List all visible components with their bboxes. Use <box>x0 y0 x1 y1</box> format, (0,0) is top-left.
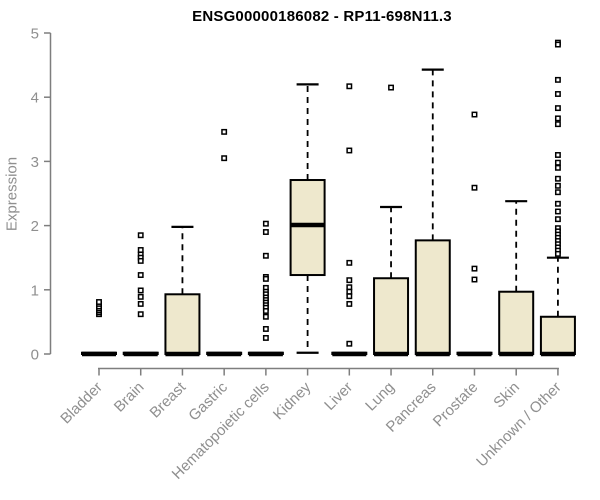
box-hematopoietic-cells <box>247 220 284 357</box>
outlier-point <box>471 276 478 283</box>
x-tick-label: Lung <box>362 379 398 415</box>
x-tick-label: Liver <box>321 379 356 414</box>
box-bladder <box>81 299 117 357</box>
outlier-point <box>137 293 144 300</box>
x-tick-label: Kidney <box>270 378 315 423</box>
outlier-point <box>554 208 561 215</box>
y-tick-label: 5 <box>31 26 39 43</box>
box-gastric <box>206 128 243 357</box>
outlier-point <box>471 184 478 191</box>
outlier-point <box>554 91 561 97</box>
iqr-box <box>539 315 576 356</box>
outlier-point <box>137 300 144 307</box>
outlier-point <box>554 105 561 112</box>
outlier-point <box>346 83 353 90</box>
y-tick-label: 3 <box>31 154 39 171</box>
outlier-point <box>554 182 561 189</box>
outlier-point <box>221 155 228 162</box>
outlier-point <box>554 76 561 83</box>
x-tick-label: Breast <box>147 378 190 421</box>
iqr-box <box>373 277 410 355</box>
y-tick-label: 0 <box>31 347 39 364</box>
outlier-point <box>346 277 353 284</box>
outlier-point <box>346 293 353 300</box>
y-tick-label: 4 <box>31 90 39 107</box>
outlier-point <box>388 84 394 91</box>
chart-title: ENSG00000186082 - RP11-698N11.3 <box>192 8 452 25</box>
outlier-point <box>346 147 353 154</box>
iqr-box <box>498 290 535 356</box>
outlier-point <box>262 326 269 332</box>
outlier-point <box>554 115 561 122</box>
outlier-point <box>346 300 353 307</box>
y-axis: 0 1 2 3 4 5 <box>31 26 52 364</box>
outlier-point <box>221 128 228 135</box>
outlier-point <box>262 335 269 341</box>
outlier-point <box>554 152 561 158</box>
outlier-point <box>346 340 353 347</box>
outlier-point <box>554 175 561 182</box>
x-tick-label: Brain <box>111 379 148 416</box>
outlier-point <box>346 259 353 266</box>
outlier-point <box>137 311 144 318</box>
box-breast <box>164 225 201 357</box>
outlier-point <box>554 250 561 257</box>
box-skin <box>498 200 535 357</box>
outlier-point <box>554 164 561 171</box>
box-prostate <box>456 111 493 357</box>
outlier-point <box>262 229 269 235</box>
outlier-point <box>471 111 478 118</box>
y-axis-title: Expression <box>3 156 21 232</box>
outlier-point <box>262 252 269 259</box>
outlier-point <box>262 308 269 314</box>
outlier-point <box>554 216 561 223</box>
box-lung <box>373 84 410 357</box>
outlier-point <box>346 288 353 295</box>
outlier-point <box>262 275 269 282</box>
iqr-box <box>414 239 451 355</box>
outlier-point <box>346 284 353 291</box>
box-liver <box>331 83 368 357</box>
outlier-point <box>554 189 561 196</box>
outlier-point <box>137 257 144 264</box>
x-tick-label: Bladder <box>57 379 106 428</box>
outlier-point <box>262 313 269 320</box>
outlier-point <box>471 265 478 272</box>
outlier-point <box>554 200 561 207</box>
box-brain <box>122 232 159 357</box>
outlier-point <box>137 287 144 294</box>
outlier-point <box>554 159 561 166</box>
box-kidney <box>289 83 326 354</box>
outlier-point <box>137 272 144 278</box>
outlier-point <box>96 299 102 305</box>
iqr-box <box>164 293 201 356</box>
box-pancreas <box>414 68 451 357</box>
x-tick-label: Prostate <box>430 379 482 431</box>
y-tick-label: 1 <box>31 282 39 299</box>
x-tick-label: Skin <box>490 379 523 412</box>
outlier-point <box>137 232 144 239</box>
outlier-point <box>554 121 561 128</box>
outlier-point <box>554 41 561 48</box>
iqr-box <box>289 179 326 277</box>
outlier-point <box>137 247 144 253</box>
outlier-point <box>262 220 269 227</box>
box-unknown-other <box>539 39 576 357</box>
y-tick-label: 2 <box>31 218 39 235</box>
